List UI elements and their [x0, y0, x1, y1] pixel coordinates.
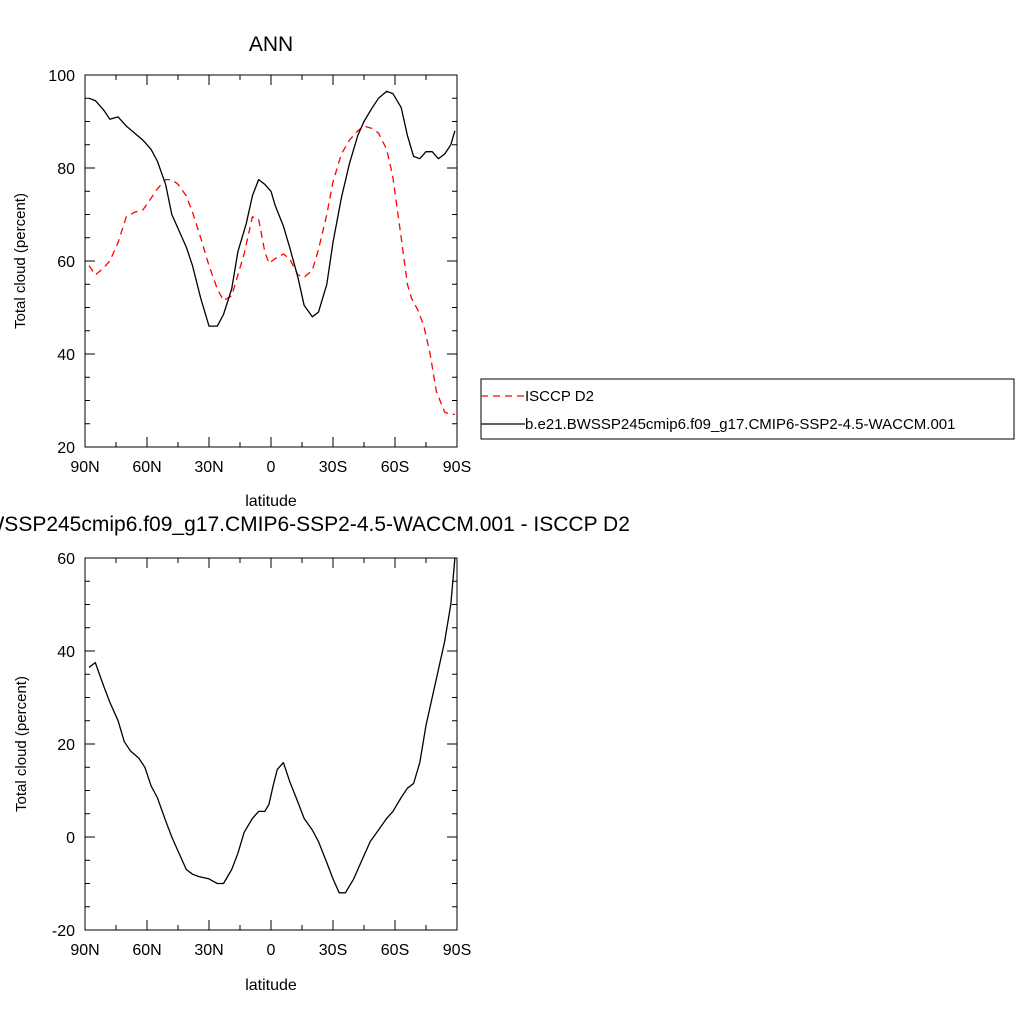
legend-label-model: b.e21.BWSSP245cmip6.f09_g17.CMIP6-SSP2-4…: [525, 416, 955, 433]
plot-frame: [84, 557, 458, 931]
y-tick-label: -20: [52, 923, 75, 940]
y-axis-label: Total cloud (percent): [12, 193, 29, 329]
top-panel: ANN Total cloud (percent) latitude 90N 60…: [12, 33, 471, 510]
chart-title: ANN: [249, 33, 293, 56]
y-tick-label: 60: [57, 254, 75, 271]
y-tick-label: 40: [57, 347, 75, 364]
x-tick-label: 30N: [194, 459, 223, 476]
difference-line: [88, 557, 456, 894]
y-tick-label: 100: [48, 68, 75, 85]
y-axis-label: Total cloud (percent): [13, 676, 30, 812]
x-tick-label: 90S: [443, 942, 471, 959]
x-tick-label: 0: [267, 459, 276, 476]
bottom-panel: b.e21.BWSSP245cmip6.f09_g17.CMIP6-SSP2-4…: [0, 513, 630, 994]
y-tick-label: 20: [57, 737, 75, 754]
x-tick-label: 30S: [319, 459, 347, 476]
x-tick-label: 0: [267, 942, 276, 959]
x-tick-label: 90N: [70, 459, 99, 476]
x-tick-label: 60S: [381, 459, 409, 476]
plot-series: [88, 90, 456, 416]
isccp-d2-line: [88, 125, 455, 416]
x-tick-label: 90N: [70, 942, 99, 959]
legend-box: [480, 378, 1015, 440]
plot-series: [88, 557, 456, 894]
y-tick-label: 60: [57, 551, 75, 568]
x-tick-label: 60S: [381, 942, 409, 959]
x-tick-label: 60N: [132, 459, 161, 476]
y-tick-label: 40: [57, 644, 75, 661]
axis-ticks: 90N 60N 30N 0 30S 60S 90S 20 40 60 80 100: [48, 68, 471, 476]
y-tick-label: 0: [66, 830, 75, 847]
x-tick-label: 60N: [132, 942, 161, 959]
y-tick-label: 80: [57, 161, 75, 178]
y-tick-label: 20: [57, 440, 75, 457]
x-tick-label: 30S: [319, 942, 347, 959]
x-tick-label: 30N: [194, 942, 223, 959]
plot-frame: [84, 74, 458, 448]
x-axis-label: latitude: [245, 493, 297, 510]
x-axis-label: latitude: [245, 977, 297, 994]
x-tick-label: 90S: [443, 459, 471, 476]
chart-title: b.e21.BWSSP245cmip6.f09_g17.CMIP6-SSP2-4…: [0, 513, 630, 536]
legend-label-isccp: ISCCP D2: [525, 388, 594, 405]
legend: ISCCP D2 b.e21.BWSSP245cmip6.f09_g17.CMI…: [480, 378, 1015, 440]
model-line: [88, 90, 456, 327]
